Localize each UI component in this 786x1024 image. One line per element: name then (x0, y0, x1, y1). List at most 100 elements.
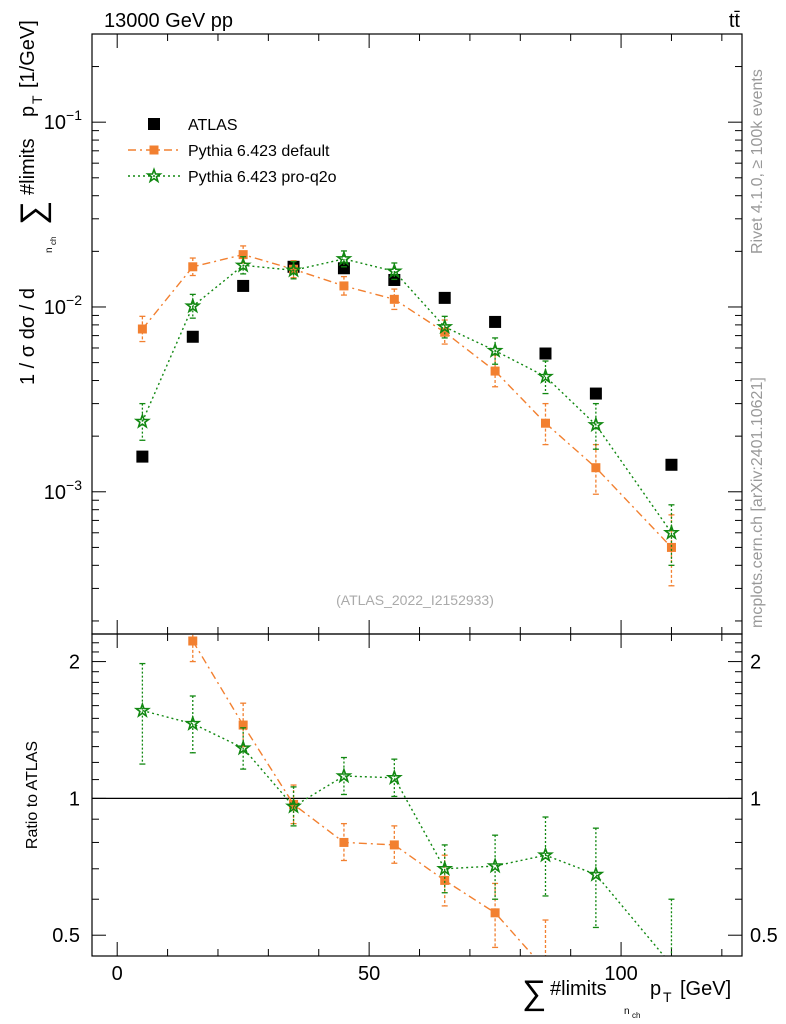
main-y-label-limits: #limits (17, 138, 39, 195)
main-line-pythia-6-423-pro-q2o (141, 258, 673, 534)
ratio-plot-marks (133, 634, 677, 974)
main-point-pythia-6-423-pro-q2o (184, 297, 202, 314)
main-series-pythia-6-423-default (137, 245, 676, 587)
ratio-y-axis-label: Ratio to ATLAS (24, 741, 41, 849)
main-point-pythia-6-423-default (440, 327, 450, 337)
main-point-pythia-6-423-pro-q2o (133, 412, 151, 429)
main-y-tick-base: 10 (44, 482, 66, 504)
main-point-atlas (337, 262, 350, 275)
main-y-label-text: 1 / σ dσ / d (17, 288, 39, 385)
x-label-ptsub: T (663, 989, 672, 1005)
main-point-pythia-6-423-default (540, 418, 550, 428)
main-point-pythia-6-423-pro-q2o (662, 523, 680, 541)
main-point-pythia-6-423-pro-q2o (335, 249, 353, 267)
legend-marker (148, 118, 160, 130)
ratio-y-tick-label: 2 (69, 652, 80, 674)
ratio-series-pythia-6-423-default (188, 634, 550, 974)
main-y-tick-label: 10−3 (44, 477, 82, 504)
ratio-point-pythia-6-423-pro-q2o (486, 857, 504, 874)
main-point-pythia-6-423-pro-q2o (285, 261, 303, 278)
ratio-point-pythia-6-423-pro-q2o (587, 865, 605, 882)
x-label-sub: n (624, 1006, 630, 1017)
ratio-y-tick-label: 1 (69, 788, 80, 810)
main-point-pythia-6-423-default (238, 250, 248, 260)
ratio-point-pythia-6-423-default (238, 720, 248, 730)
main-point-pythia-6-423-pro-q2o (234, 256, 252, 273)
main-y-label-ptsub: T (29, 95, 45, 104)
main-y-tick-exp: −3 (66, 477, 82, 493)
legend: ATLAS Pythia 6.423 default Pythia 6.423 pr… (128, 117, 337, 186)
ratio-point-pythia-6-423-default (490, 908, 500, 918)
main-point-pythia-6-423-default (389, 294, 399, 304)
main-point-atlas (539, 347, 552, 360)
ratio-point-pythia-6-423-pro-q2o (335, 767, 353, 784)
x-label-unit: [GeV] (680, 978, 731, 1000)
ratio-series-pythia-6-423-pro-q2o (133, 662, 677, 970)
main-point-atlas (665, 458, 678, 471)
main-y-tick-base: 10 (44, 297, 66, 319)
x-label-subsub: ch (632, 1011, 640, 1020)
main-point-pythia-6-423-default (666, 542, 676, 552)
x-label-limits: #limits (550, 978, 607, 1000)
main-point-atlas (438, 291, 451, 304)
main-point-pythia-6-423-default (591, 463, 601, 473)
main-point-atlas (237, 279, 250, 292)
main-plot-marks (133, 245, 680, 587)
ratio-point-pythia-6-423-pro-q2o (285, 797, 303, 814)
main-point-pythia-6-423-pro-q2o (587, 415, 605, 433)
main-point-pythia-6-423-pro-q2o (536, 367, 554, 384)
x-tick-label: 0 (112, 963, 123, 985)
main-line-pythia-6-423-default (141, 253, 673, 548)
ratio-point-pythia-6-423-default (389, 840, 399, 850)
main-y-tick-base: 10 (44, 112, 66, 134)
ratio-point-pythia-6-423-default (188, 636, 198, 646)
collision-energy-title: 13000 GeV pp (104, 10, 233, 32)
main-y-tick-exp: −1 (66, 107, 82, 123)
ratio-point-pythia-6-423-pro-q2o (436, 859, 454, 877)
mcplots-watermark: mcplots.cern.ch [arXiv:2401.10621] (749, 377, 766, 628)
x-tick-label: 100 (604, 963, 637, 985)
main-y-tick-label: 10−1 (44, 107, 82, 134)
ratio-y-tick-label: 0.5 (52, 925, 80, 947)
legend-entry-atlas: ATLAS (148, 117, 238, 134)
main-y-label-pt: p (17, 106, 39, 117)
main-point-atlas (186, 330, 199, 343)
legend-entry-pythia-6-423-default: Pythia 6.423 default (128, 143, 330, 160)
x-axis-label: ∑ #limits n ch p T [GeV] (522, 974, 731, 1020)
main-point-atlas (589, 387, 602, 400)
legend-marker (145, 167, 163, 184)
ratio-line-pythia-6-423-default (192, 640, 535, 956)
main-point-pythia-6-423-default (188, 262, 198, 272)
ratio-point-pythia-6-423-pro-q2o (133, 701, 151, 718)
ratio-point-pythia-6-423-default (339, 837, 349, 847)
ratio-y-tick-label-right: 0.5 (750, 925, 778, 947)
main-point-pythia-6-423-pro-q2o (486, 341, 504, 358)
main-point-pythia-6-423-default (339, 281, 349, 291)
ratio-point-pythia-6-423-pro-q2o (665, 958, 677, 970)
legend-label: Pythia 6.423 default (188, 143, 330, 160)
main-y-label-sub: n (44, 247, 55, 253)
x-tick-label: 50 (358, 963, 380, 985)
rivet-watermark: Rivet 4.1.0, ≥ 100k events (749, 69, 766, 254)
x-ticks: 0 50 100 (112, 34, 723, 985)
ratio-point-pythia-6-423-pro-q2o (234, 739, 252, 756)
ratio-point-pythia-6-423-pro-q2o (385, 768, 403, 786)
legend-entry-pythia-6-423-pro-q2o: Pythia 6.423 pro-q2o (128, 167, 337, 186)
ratio-y-tick-label-right: 1 (750, 788, 761, 810)
main-point-pythia-6-423-default (137, 324, 147, 334)
legend-label: ATLAS (188, 117, 238, 134)
ratio-point-pythia-6-423-pro-q2o (536, 846, 554, 863)
ratio-point-pythia-6-423-default (541, 965, 550, 974)
main-series-pythia-6-423-pro-q2o (133, 249, 680, 566)
legend-marker (149, 145, 159, 155)
main-point-pythia-6-423-default (490, 366, 500, 376)
process-title: tt̄ (729, 10, 741, 32)
ratio-y-tick-label-right: 2 (750, 652, 761, 674)
main-point-pythia-6-423-pro-q2o (436, 317, 454, 335)
ratio-line-pythia-6-423-pro-q2o (142, 709, 665, 956)
ratio-y-ticks: 0.5 0.5 1 1 2 2 (52, 642, 778, 947)
analysis-id-label: (ATLAS_2022_I2152933) (336, 592, 494, 608)
main-point-pythia-6-423-default (289, 264, 299, 274)
main-y-tick-label: 10−2 (44, 292, 82, 319)
